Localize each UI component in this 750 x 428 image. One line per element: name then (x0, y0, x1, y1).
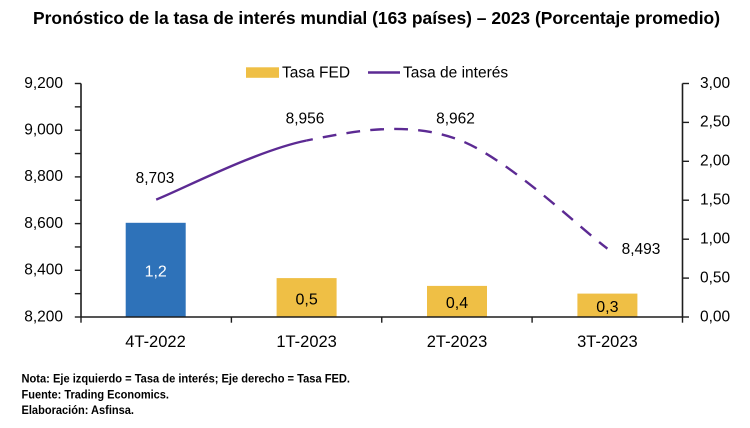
svg-text:8,962: 8,962 (436, 111, 475, 128)
svg-text:9,200: 9,200 (24, 75, 63, 92)
svg-text:Tasa de interés: Tasa de interés (403, 65, 508, 82)
svg-text:2,00: 2,00 (700, 153, 731, 170)
svg-text:Fuente: Trading Economics.: Fuente: Trading Economics. (22, 388, 170, 402)
svg-text:8,800: 8,800 (24, 168, 63, 185)
svg-text:8,493: 8,493 (622, 241, 661, 258)
svg-text:8,703: 8,703 (136, 170, 175, 187)
svg-text:0,3: 0,3 (596, 299, 618, 316)
svg-text:1,2: 1,2 (145, 264, 167, 281)
svg-text:0,5: 0,5 (295, 291, 317, 308)
svg-text:Nota: Eje izquierdo = Tasa de: Nota: Eje izquierdo = Tasa de interés; E… (22, 371, 351, 385)
svg-text:Pronóstico de la tasa de inter: Pronóstico de la tasa de interés mundial… (33, 8, 720, 28)
svg-text:8,600: 8,600 (24, 215, 63, 232)
svg-text:Elaboración: Asfinsa.: Elaboración: Asfinsa. (22, 403, 135, 417)
svg-text:2T-2023: 2T-2023 (427, 333, 488, 351)
svg-text:8,400: 8,400 (24, 262, 63, 279)
svg-text:Tasa FED: Tasa FED (282, 65, 350, 82)
svg-text:0,00: 0,00 (700, 308, 731, 325)
svg-text:9,000: 9,000 (24, 122, 63, 139)
svg-text:1,00: 1,00 (700, 230, 731, 247)
svg-text:0,4: 0,4 (446, 295, 468, 312)
svg-text:3T-2023: 3T-2023 (577, 333, 638, 351)
svg-text:3,00: 3,00 (700, 75, 731, 92)
svg-text:0,50: 0,50 (700, 269, 731, 286)
svg-text:1T-2023: 1T-2023 (276, 333, 337, 351)
svg-text:4T-2022: 4T-2022 (125, 333, 186, 351)
svg-text:8,200: 8,200 (24, 308, 63, 325)
svg-text:8,956: 8,956 (286, 111, 325, 128)
svg-text:1,50: 1,50 (700, 192, 731, 209)
svg-text:2,50: 2,50 (700, 114, 731, 131)
